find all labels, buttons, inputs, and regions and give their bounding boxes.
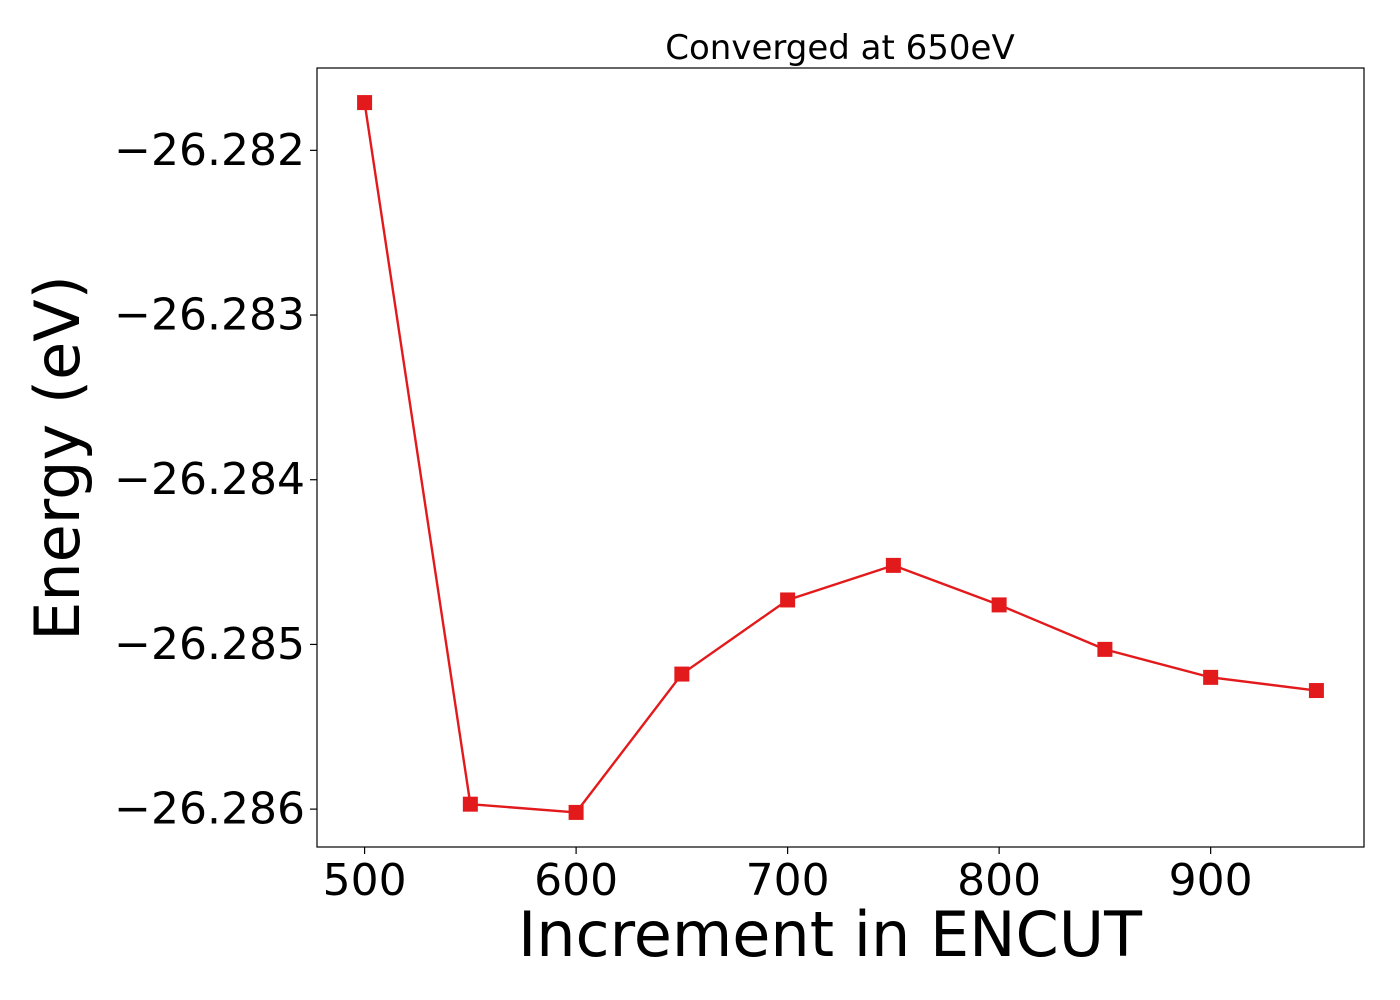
x-axis-label: Increment in ENCUT (518, 898, 1143, 971)
y-axis-ticks: −26.282 −26.283 −26.284 −26.285 −26.286 (114, 125, 317, 835)
x-axis-ticks: 500 600 700 800 900 (323, 847, 1253, 906)
y-tick-label: −26.282 (114, 125, 305, 176)
x-tick-label: 500 (323, 855, 407, 906)
x-tick-label: 600 (534, 855, 618, 906)
data-point-marker (885, 557, 901, 573)
data-point-marker (462, 796, 478, 812)
data-point-marker (568, 804, 584, 820)
plot-frame (316, 67, 1365, 848)
series-line (363, 102, 1317, 814)
y-tick-label: −26.285 (114, 619, 305, 670)
y-tick-label: −26.286 (114, 784, 305, 835)
series-layer (357, 95, 1324, 820)
x-tick-label: 700 (746, 855, 830, 906)
data-point-marker (1203, 669, 1219, 685)
data-point-marker (991, 597, 1007, 613)
x-tick-label: 900 (1169, 855, 1253, 906)
y-tick-label: −26.284 (114, 454, 305, 505)
chart-title: Converged at 650eV (665, 28, 1014, 68)
data-point-marker (1097, 641, 1113, 657)
data-point-marker (1308, 683, 1324, 699)
data-point-marker (674, 666, 690, 682)
y-axis-label: Energy (eV) (21, 275, 94, 641)
x-tick-label: 800 (957, 855, 1041, 906)
data-point-marker (780, 592, 796, 608)
y-tick-label: −26.283 (114, 290, 305, 341)
data-point-marker (357, 95, 373, 111)
